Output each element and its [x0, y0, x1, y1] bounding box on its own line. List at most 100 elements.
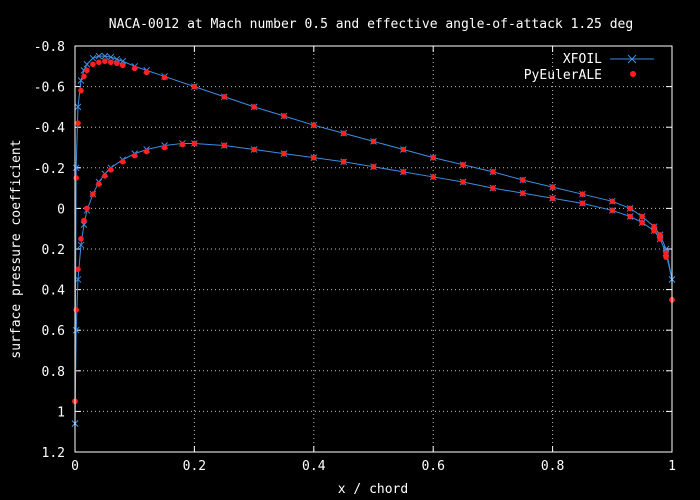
pyeulerale-point: [102, 173, 108, 179]
pyeulerale-point: [430, 174, 437, 180]
pyeulerale-point: [340, 158, 347, 165]
x-tick-label: 0.6: [421, 459, 444, 474]
pyeulerale-point: [609, 198, 616, 205]
legend-label-xfoil: XFOIL: [563, 52, 602, 67]
pyeulerale-point: [113, 60, 120, 67]
pyeulerale-point: [84, 67, 90, 74]
pyeulerale-point: [657, 236, 663, 242]
pyeulerale-point: [73, 175, 79, 181]
xfoil-point: [74, 103, 82, 111]
pyeulerale-point: [191, 83, 198, 90]
pyeulerale-point: [90, 191, 96, 197]
legend-label-pyeulerale: PyEulerALE: [524, 68, 602, 83]
pyeulerale-point: [663, 250, 669, 256]
pyeulerale-point: [119, 62, 126, 69]
x-tick-label: 1: [668, 459, 676, 474]
legend: XFOIL PyEulerALE: [524, 52, 654, 83]
pyeulerale-point: [96, 181, 102, 187]
y-tick-labels: -0.8 -0.6 -0.4 -0.2 0 0.2 0.4 0.6 0.8 1 1.2: [34, 40, 65, 461]
pyeulerale-point: [579, 191, 586, 197]
pyeulerale-point: [370, 163, 377, 170]
pyeulerale-point: [81, 73, 87, 80]
pyeulerale-point: [651, 223, 657, 230]
pyeulerale-point: [490, 169, 496, 175]
xfoil-point: [95, 52, 103, 60]
legend-marker-xfoil: [627, 54, 637, 64]
y-tick-label: 0.2: [42, 243, 65, 258]
pyeulerale-point: [81, 217, 87, 224]
chart-title: NACA-0012 at Mach number 0.5 and effecti…: [109, 17, 633, 32]
pyeulerale-point: [370, 138, 377, 145]
pyeulerale-point: [639, 213, 645, 220]
pyeulerale-point: [251, 104, 257, 110]
pyeulerale-point: [143, 69, 150, 76]
pyeulerale-point: [460, 161, 466, 168]
plot-frame: [74, 45, 673, 453]
y-tick-label: 1: [57, 405, 65, 420]
y-axis-label: surface pressure coefficient: [9, 139, 24, 358]
pyeulerale-point: [143, 148, 150, 155]
grid-lines: [74, 45, 673, 453]
y-tick-label: -0.4: [34, 121, 65, 136]
pyeulerale-point: [221, 93, 228, 100]
pyeulerale-point: [340, 130, 347, 137]
xfoil-point: [89, 54, 97, 62]
pyeulerale-point: [191, 140, 198, 147]
y-tick-label: 0.6: [42, 324, 65, 339]
pyeulerale-point: [311, 122, 317, 128]
pyeulerale-point: [657, 231, 663, 238]
pyeulerale-point: [651, 227, 657, 234]
xfoil-point: [72, 164, 80, 172]
y-tick-label: -0.2: [34, 162, 65, 177]
pyeulerale-point: [96, 59, 102, 66]
y-tick-label: 1.2: [42, 446, 65, 461]
pyeulerale-point: [73, 307, 79, 313]
pyeulerale-point: [311, 154, 317, 161]
xfoil-point: [83, 60, 91, 68]
pyeulerale-point: [75, 266, 81, 273]
x-tick-label: 0.4: [302, 459, 326, 474]
xfoil-point: [101, 52, 109, 60]
pyeulerale-point: [490, 185, 496, 191]
pyeulerale-point: [663, 254, 669, 260]
pyeulerale-point: [460, 179, 466, 185]
pyeulerale-point: [609, 207, 616, 214]
xfoil-point: [74, 276, 82, 283]
pyeulerale-point: [251, 146, 257, 153]
pyeulerale-point: [108, 167, 114, 173]
pyeulerale-point: [78, 236, 84, 242]
pyeulerale-point: [131, 65, 138, 72]
x-tick-label: 0.8: [541, 459, 564, 474]
xfoil-point: [80, 221, 88, 228]
y-tick-label: 0: [57, 202, 65, 217]
pyeulerale-point: [549, 195, 556, 202]
x-tick-label: 0: [71, 459, 79, 474]
pyeulerale-point: [627, 213, 634, 220]
xfoil-point: [113, 55, 121, 63]
pyeulerale-point: [400, 169, 407, 175]
x-axis-label: x / chord: [338, 482, 408, 497]
pyeulerale-point: [161, 74, 168, 81]
y-tick-label: 0.8: [42, 365, 65, 380]
pyeulerale-point: [78, 87, 84, 94]
xfoil-point: [72, 326, 80, 334]
y-tick-label: 0.4: [42, 284, 66, 299]
xfoil-point: [119, 57, 127, 65]
pyeulerale-point: [179, 141, 186, 148]
pyeulerale-point: [102, 58, 108, 65]
pyeulerale-point: [75, 120, 81, 126]
series-layer: [71, 52, 676, 427]
x-tick-labels: 0 0.2 0.4 0.6 0.8 1: [71, 459, 676, 474]
xfoil-line-lower: [74, 142, 673, 424]
y-tick-label: -0.8: [34, 40, 65, 55]
pyeulerale-point: [627, 205, 634, 212]
pyeulerale-point: [108, 59, 114, 66]
pyeulerale-point: [281, 150, 287, 157]
pyeulerale-point: [639, 219, 645, 226]
pyeulerale-point: [281, 113, 287, 119]
pyeulerale-point: [119, 158, 126, 165]
pyeulerale-point: [90, 61, 96, 68]
y-tick-label: -0.6: [34, 81, 65, 96]
